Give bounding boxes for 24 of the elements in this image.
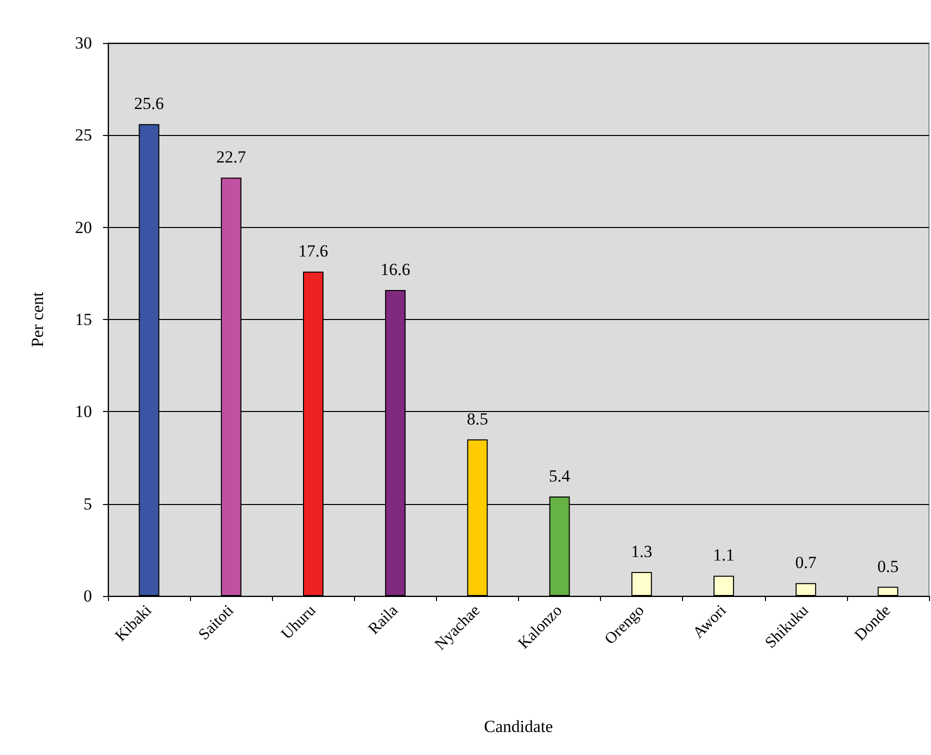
y-tick-label: 25 [75,126,92,145]
data-label: 22.7 [216,148,247,167]
x-axis-title: Candidate [484,717,553,736]
y-tick-label: 30 [75,34,92,52]
bar [878,586,898,596]
data-label: 1.3 [631,542,652,562]
bar [631,572,652,596]
data-label: 17.6 [298,242,328,261]
data-label: 1.1 [713,546,734,565]
y-axis-title: Per cent [28,292,47,348]
data-label: 5.4 [548,466,571,486]
data-label: 16.6 [380,260,410,280]
y-tick-label: 10 [75,402,92,422]
y-tick-label: 0 [84,586,92,606]
data-label: 0.7 [795,553,817,572]
data-label: 25.6 [134,94,164,114]
data-label: 8.5 [466,409,488,428]
bar [713,576,734,596]
y-tick-label: 15 [75,310,92,329]
data-label: 0.5 [877,556,899,576]
y-tick-label: 20 [75,218,92,237]
y-tick-label: 5 [84,494,92,514]
x-tick-label: Raila [365,602,402,638]
bar [796,583,816,596]
